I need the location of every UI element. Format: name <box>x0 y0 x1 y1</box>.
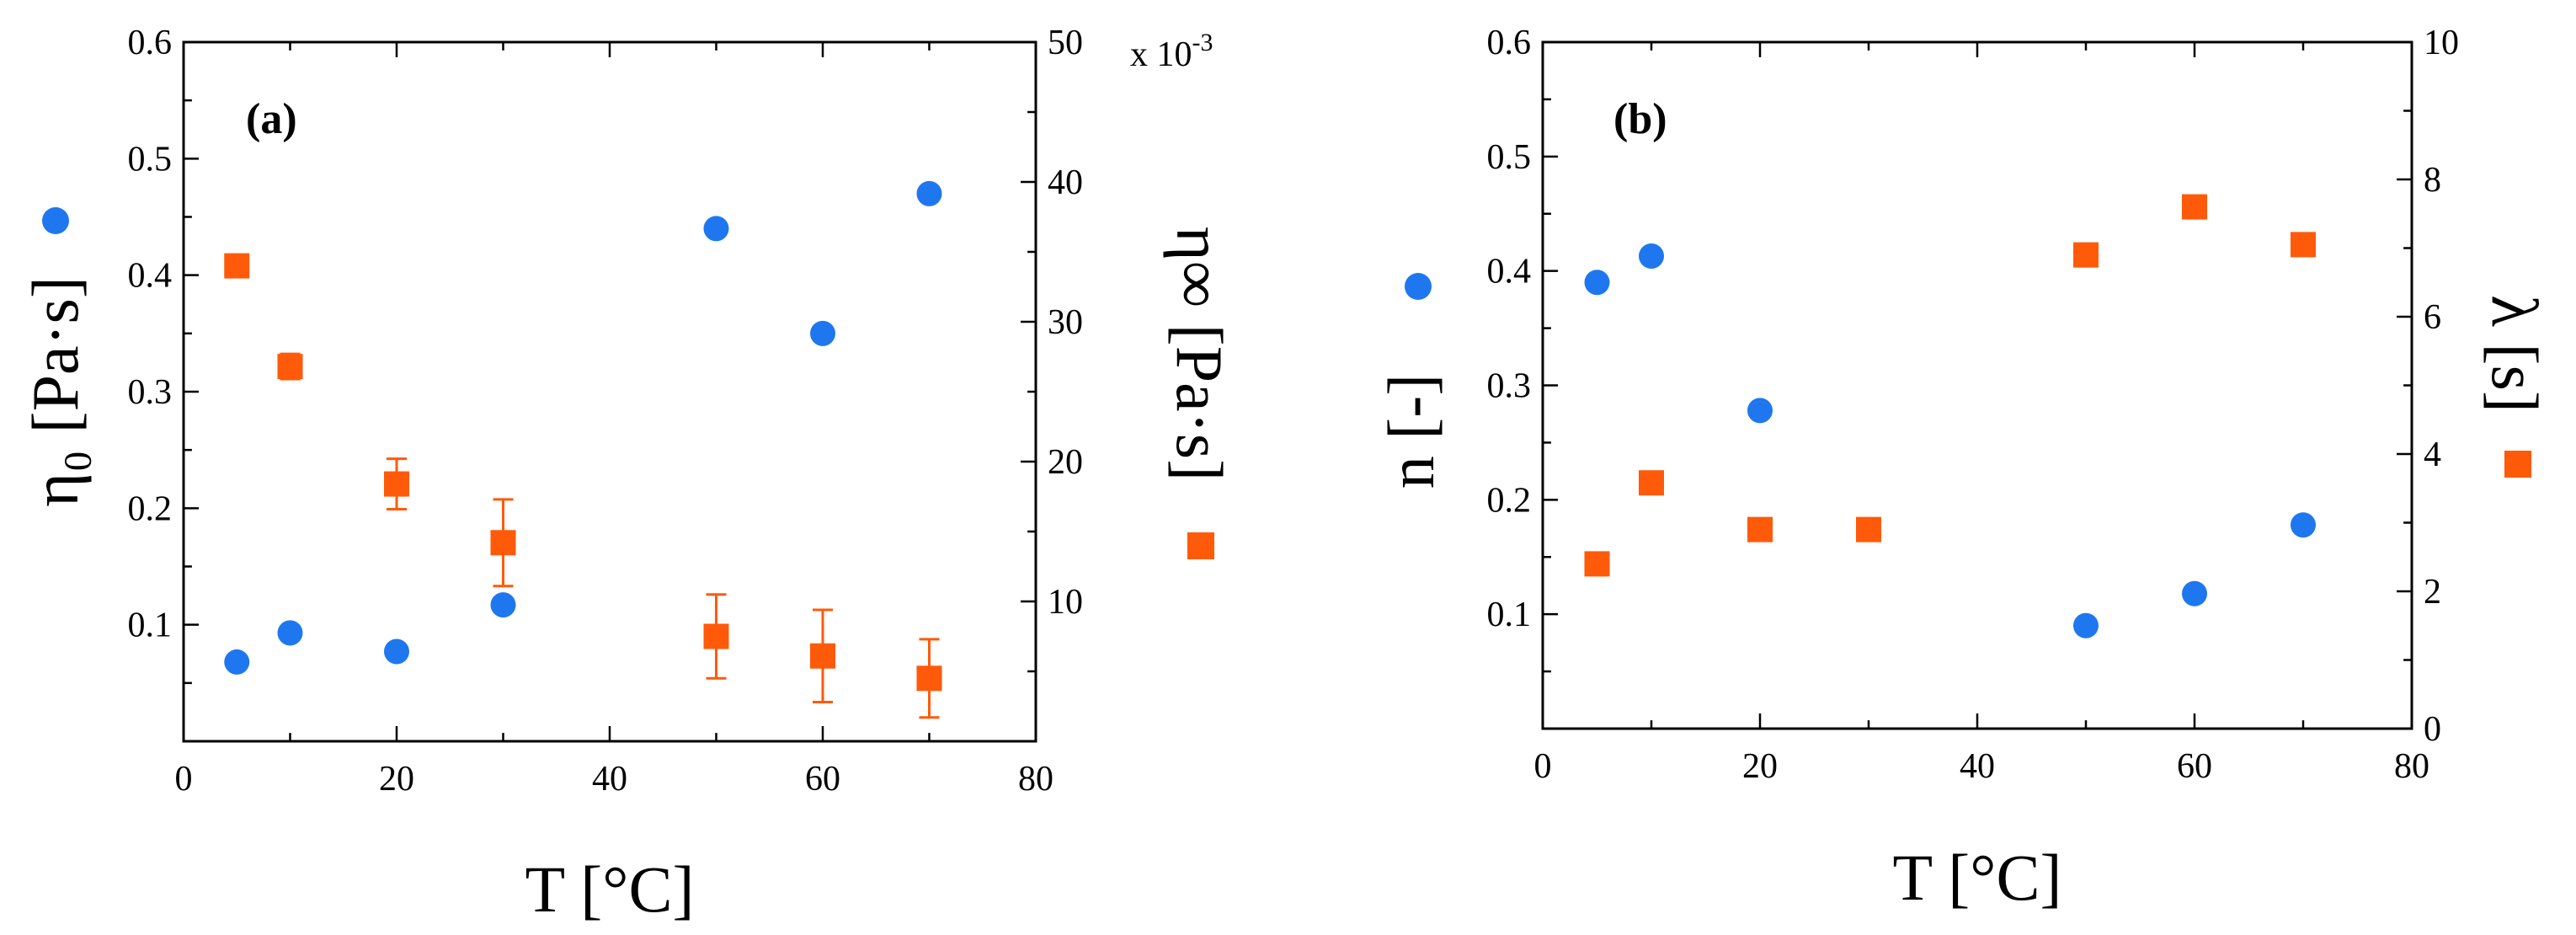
data-point-square <box>1747 516 1773 542</box>
data-point-circle <box>224 649 250 675</box>
left-y-tick-label: 0.3 <box>1487 367 1532 406</box>
panel-a-right-legend-square <box>1187 532 1214 559</box>
left-y-tick-label: 0.2 <box>1487 481 1532 520</box>
data-point-circle <box>490 592 516 618</box>
panel-a-left-legend-circle <box>42 207 69 234</box>
data-point-square <box>384 471 409 497</box>
right-y-tick-label: 30 <box>1048 303 1083 342</box>
right-y-tick-label: 20 <box>1048 443 1083 482</box>
panel-b-left-axis-title: n [-] <box>1374 374 1448 489</box>
panel-b-left-legend-circle <box>1405 273 1432 300</box>
panel-b-x-axis-title: T [°C] <box>1893 841 2062 914</box>
data-point-square <box>2182 194 2207 220</box>
left-y-tick-label: 0.6 <box>128 24 173 62</box>
right-y-tick-label: 10 <box>1048 583 1083 622</box>
right-y-tick-label: 0 <box>2424 710 2441 749</box>
data-point-square <box>2073 242 2099 268</box>
x-tick-label: 40 <box>592 760 627 799</box>
right-y-tick-label: 2 <box>2424 573 2441 612</box>
x-tick-label: 0 <box>1534 747 1552 786</box>
x-tick-label: 80 <box>1018 760 1053 799</box>
panel-b-marks: 0 20 40 60 80 0.1 0.2 0.3 0.4 0.5 0.6 0 2 4 6 8 10 <box>1487 24 2460 786</box>
x-tick-label: 0 <box>175 760 193 799</box>
left-y-tick-label: 0.6 <box>1487 24 1532 62</box>
x-tick-label: 40 <box>1960 747 1995 786</box>
data-point-circle <box>703 216 729 242</box>
right-y-tick-label: 8 <box>2424 161 2441 200</box>
right-y-tick-label: 4 <box>2424 435 2441 474</box>
panel-a-x-axis-title: T [°C] <box>525 852 695 926</box>
panel-b-right-legend-square <box>2504 451 2531 478</box>
data-point-square <box>1639 470 1664 496</box>
data-point-square <box>224 253 250 279</box>
panel-a-frame <box>182 40 1037 743</box>
data-point-circle <box>1584 270 1610 296</box>
right-y-tick-label: 6 <box>2424 298 2441 337</box>
data-point-square <box>490 530 516 556</box>
x-tick-label: 60 <box>805 760 840 799</box>
data-point-square <box>1856 516 1881 542</box>
panel-a: 0 20 40 60 80 0.1 0.2 0.3 0.4 0.5 0.6 10 20 30 40 50 (a… <box>19 24 1236 926</box>
left-y-tick-label: 0.1 <box>1487 596 1532 634</box>
data-point-square <box>277 354 303 380</box>
x-tick-label: 20 <box>379 760 414 799</box>
panel-b-right-axis-title: λ [s] <box>2478 295 2552 413</box>
data-point-square <box>916 665 942 692</box>
x-tick-label: 20 <box>1742 747 1778 786</box>
data-point-circle <box>916 180 942 206</box>
right-y-tick-label: 10 <box>2424 24 2459 62</box>
panel-a-marks: 0 20 40 60 80 0.1 0.2 0.3 0.4 0.5 0.6 10 20 30 40 50 <box>128 24 1084 799</box>
right-y-tick-label: 50 <box>1048 24 1083 62</box>
data-point-square <box>1584 551 1610 577</box>
panel-a-right-multiplier: x 10-3 <box>1130 29 1213 74</box>
data-point-circle <box>2291 512 2316 538</box>
left-y-tick-label: 0.3 <box>128 373 173 412</box>
data-point-circle <box>1639 243 1664 270</box>
panel-a-right-axis-title: η∞ [Pa·s] <box>1163 227 1236 481</box>
left-y-tick-label: 0.4 <box>1487 253 1532 291</box>
data-point-circle <box>2073 612 2099 638</box>
right-y-tick-label: 40 <box>1048 163 1083 202</box>
panel-a-left-axis-title: η₀ [Pa·s] <box>19 276 92 507</box>
data-point-circle <box>810 320 835 346</box>
data-point-square <box>810 643 835 669</box>
left-y-tick-label: 0.1 <box>128 606 173 645</box>
panel-b: 0 20 40 60 80 0.1 0.2 0.3 0.4 0.5 0.6 0 2 4 6 8 10 (b) T… <box>1374 24 2552 914</box>
data-point-square <box>703 623 729 649</box>
data-point-circle <box>1747 398 1773 424</box>
x-tick-label: 80 <box>2394 747 2429 786</box>
left-y-tick-label: 0.5 <box>128 140 173 179</box>
data-point-circle <box>277 620 303 646</box>
left-y-tick-label: 0.2 <box>128 489 173 528</box>
data-point-square <box>2291 232 2316 258</box>
panel-b-label: (b) <box>1613 95 1667 143</box>
left-y-tick-label: 0.5 <box>1487 138 1532 177</box>
x-tick-label: 60 <box>2177 747 2212 786</box>
panel-b-frame <box>1541 40 2413 730</box>
data-point-circle <box>2182 580 2207 606</box>
left-y-tick-label: 0.4 <box>128 257 173 296</box>
panel-a-label: (a) <box>246 95 297 143</box>
data-point-circle <box>384 638 409 665</box>
